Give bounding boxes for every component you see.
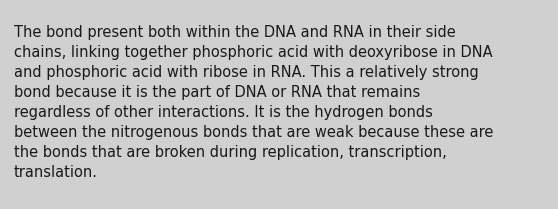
- Text: The bond present both within the DNA and RNA in their side
chains, linking toget: The bond present both within the DNA and…: [14, 25, 493, 180]
